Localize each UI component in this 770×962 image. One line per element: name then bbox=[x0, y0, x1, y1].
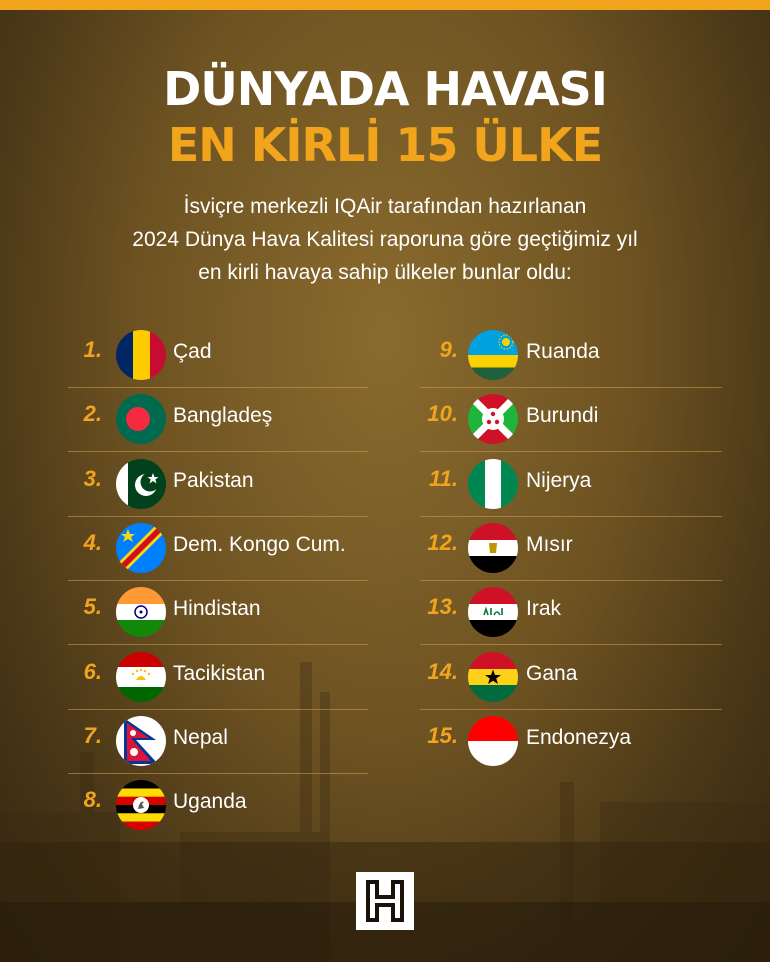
country-list-item: 11. Nijerya bbox=[0, 452, 770, 516]
country-rank: 4. bbox=[83, 530, 102, 555]
uganda-flag-icon bbox=[116, 780, 166, 830]
country-list-item: 12. Mısır bbox=[0, 516, 770, 580]
country-list-item: 9. Ruanda bbox=[0, 323, 770, 387]
row-divider bbox=[420, 644, 722, 645]
country-name: Burundi bbox=[526, 404, 599, 427]
country-list-item: 8. Uganda bbox=[0, 773, 770, 837]
country-name: Pakistan bbox=[173, 469, 254, 492]
country-list-item: 3. Pakistan bbox=[0, 452, 770, 516]
row-divider bbox=[420, 709, 722, 710]
row-divider bbox=[68, 451, 368, 452]
chad-flag-icon bbox=[116, 330, 166, 380]
country-rank: 8. bbox=[83, 787, 102, 812]
country-rank: 14. bbox=[427, 659, 458, 684]
row-divider bbox=[420, 451, 722, 452]
row-divider bbox=[420, 516, 722, 517]
country-list-item: 13. Irak bbox=[0, 580, 770, 644]
country-name: Nepal bbox=[173, 726, 228, 749]
row-divider bbox=[68, 580, 368, 581]
country-list-item: 10. Burundi bbox=[0, 387, 770, 451]
country-rank: 9. bbox=[439, 337, 458, 362]
country-list-item: 14. Gana bbox=[0, 645, 770, 709]
intro-line: 2024 Dünya Hava Kalitesi raporuna göre g… bbox=[132, 228, 638, 251]
country-rank: 10. bbox=[427, 401, 458, 426]
country-list-item: 15. Endonezya bbox=[0, 709, 770, 773]
page-title-highlight: EN KİRLİ 15 ÜLKE bbox=[167, 118, 603, 172]
country-list-item: 2. Bangladeş bbox=[0, 387, 770, 451]
row-divider bbox=[420, 387, 722, 388]
country-name: Hindistan bbox=[173, 597, 261, 620]
egypt-flag-icon bbox=[468, 523, 518, 573]
country-name: Endonezya bbox=[526, 726, 632, 749]
country-rank: 6. bbox=[83, 659, 102, 684]
intro-line: en kirli havaya sahip ülkeler bunlar old… bbox=[198, 261, 572, 284]
country-rank: 12. bbox=[427, 530, 458, 555]
country-list-item: 6. Tacikistan bbox=[0, 645, 770, 709]
ghana-flag-icon bbox=[468, 652, 518, 702]
rwanda-flag-icon bbox=[468, 330, 518, 380]
row-divider bbox=[68, 709, 368, 710]
country-name: Uganda bbox=[173, 790, 247, 813]
country-rank: 3. bbox=[83, 466, 102, 491]
country-list-item: 5. Hindistan bbox=[0, 580, 770, 644]
india-flag-icon bbox=[116, 587, 166, 637]
country-rank: 15. bbox=[427, 723, 458, 748]
country-name: Bangladeş bbox=[173, 404, 273, 427]
bangladesh-flag-icon bbox=[116, 394, 166, 444]
dr-congo-flag-icon bbox=[116, 523, 166, 573]
row-divider bbox=[68, 644, 368, 645]
country-rank: 2. bbox=[83, 401, 102, 426]
country-name: Ruanda bbox=[526, 340, 600, 363]
country-list-item: 7. Nepal bbox=[0, 709, 770, 773]
pakistan-flag-icon bbox=[116, 459, 166, 509]
row-divider bbox=[68, 516, 368, 517]
country-name: Tacikistan bbox=[173, 662, 266, 685]
row-divider bbox=[68, 773, 368, 774]
tajikistan-flag-icon bbox=[116, 652, 166, 702]
factory-skyline-background bbox=[0, 662, 770, 962]
nigeria-flag-icon bbox=[468, 459, 518, 509]
country-rank: 7. bbox=[83, 723, 102, 748]
country-rank: 1. bbox=[83, 337, 102, 362]
country-rank: 5. bbox=[83, 594, 102, 619]
country-name: Nijerya bbox=[526, 469, 592, 492]
top-accent-bar bbox=[0, 0, 770, 10]
country-name: Mısır bbox=[526, 533, 573, 556]
nepal-flag-icon bbox=[116, 716, 166, 766]
country-list-item: 4. Dem. Kongo Cum. bbox=[0, 516, 770, 580]
iraq-flag-icon bbox=[468, 587, 518, 637]
country-name: Gana bbox=[526, 662, 578, 685]
country-list-item: 1. Çad bbox=[0, 323, 770, 387]
page-title: DÜNYADA HAVASI bbox=[163, 62, 608, 116]
indonesia-flag-icon bbox=[468, 716, 518, 766]
row-divider bbox=[420, 580, 722, 581]
country-rank: 13. bbox=[427, 594, 458, 619]
intro-text: İsviçre merkezli IQAir tarafından hazırl… bbox=[60, 190, 710, 289]
publisher-logo bbox=[356, 872, 414, 930]
country-name: Çad bbox=[173, 340, 212, 363]
row-divider bbox=[68, 387, 368, 388]
intro-line: İsviçre merkezli IQAir tarafından hazırl… bbox=[183, 195, 587, 218]
burundi-flag-icon bbox=[468, 394, 518, 444]
country-rank: 11. bbox=[429, 466, 458, 491]
country-name: Dem. Kongo Cum. bbox=[173, 533, 346, 556]
country-name: Irak bbox=[526, 597, 562, 620]
